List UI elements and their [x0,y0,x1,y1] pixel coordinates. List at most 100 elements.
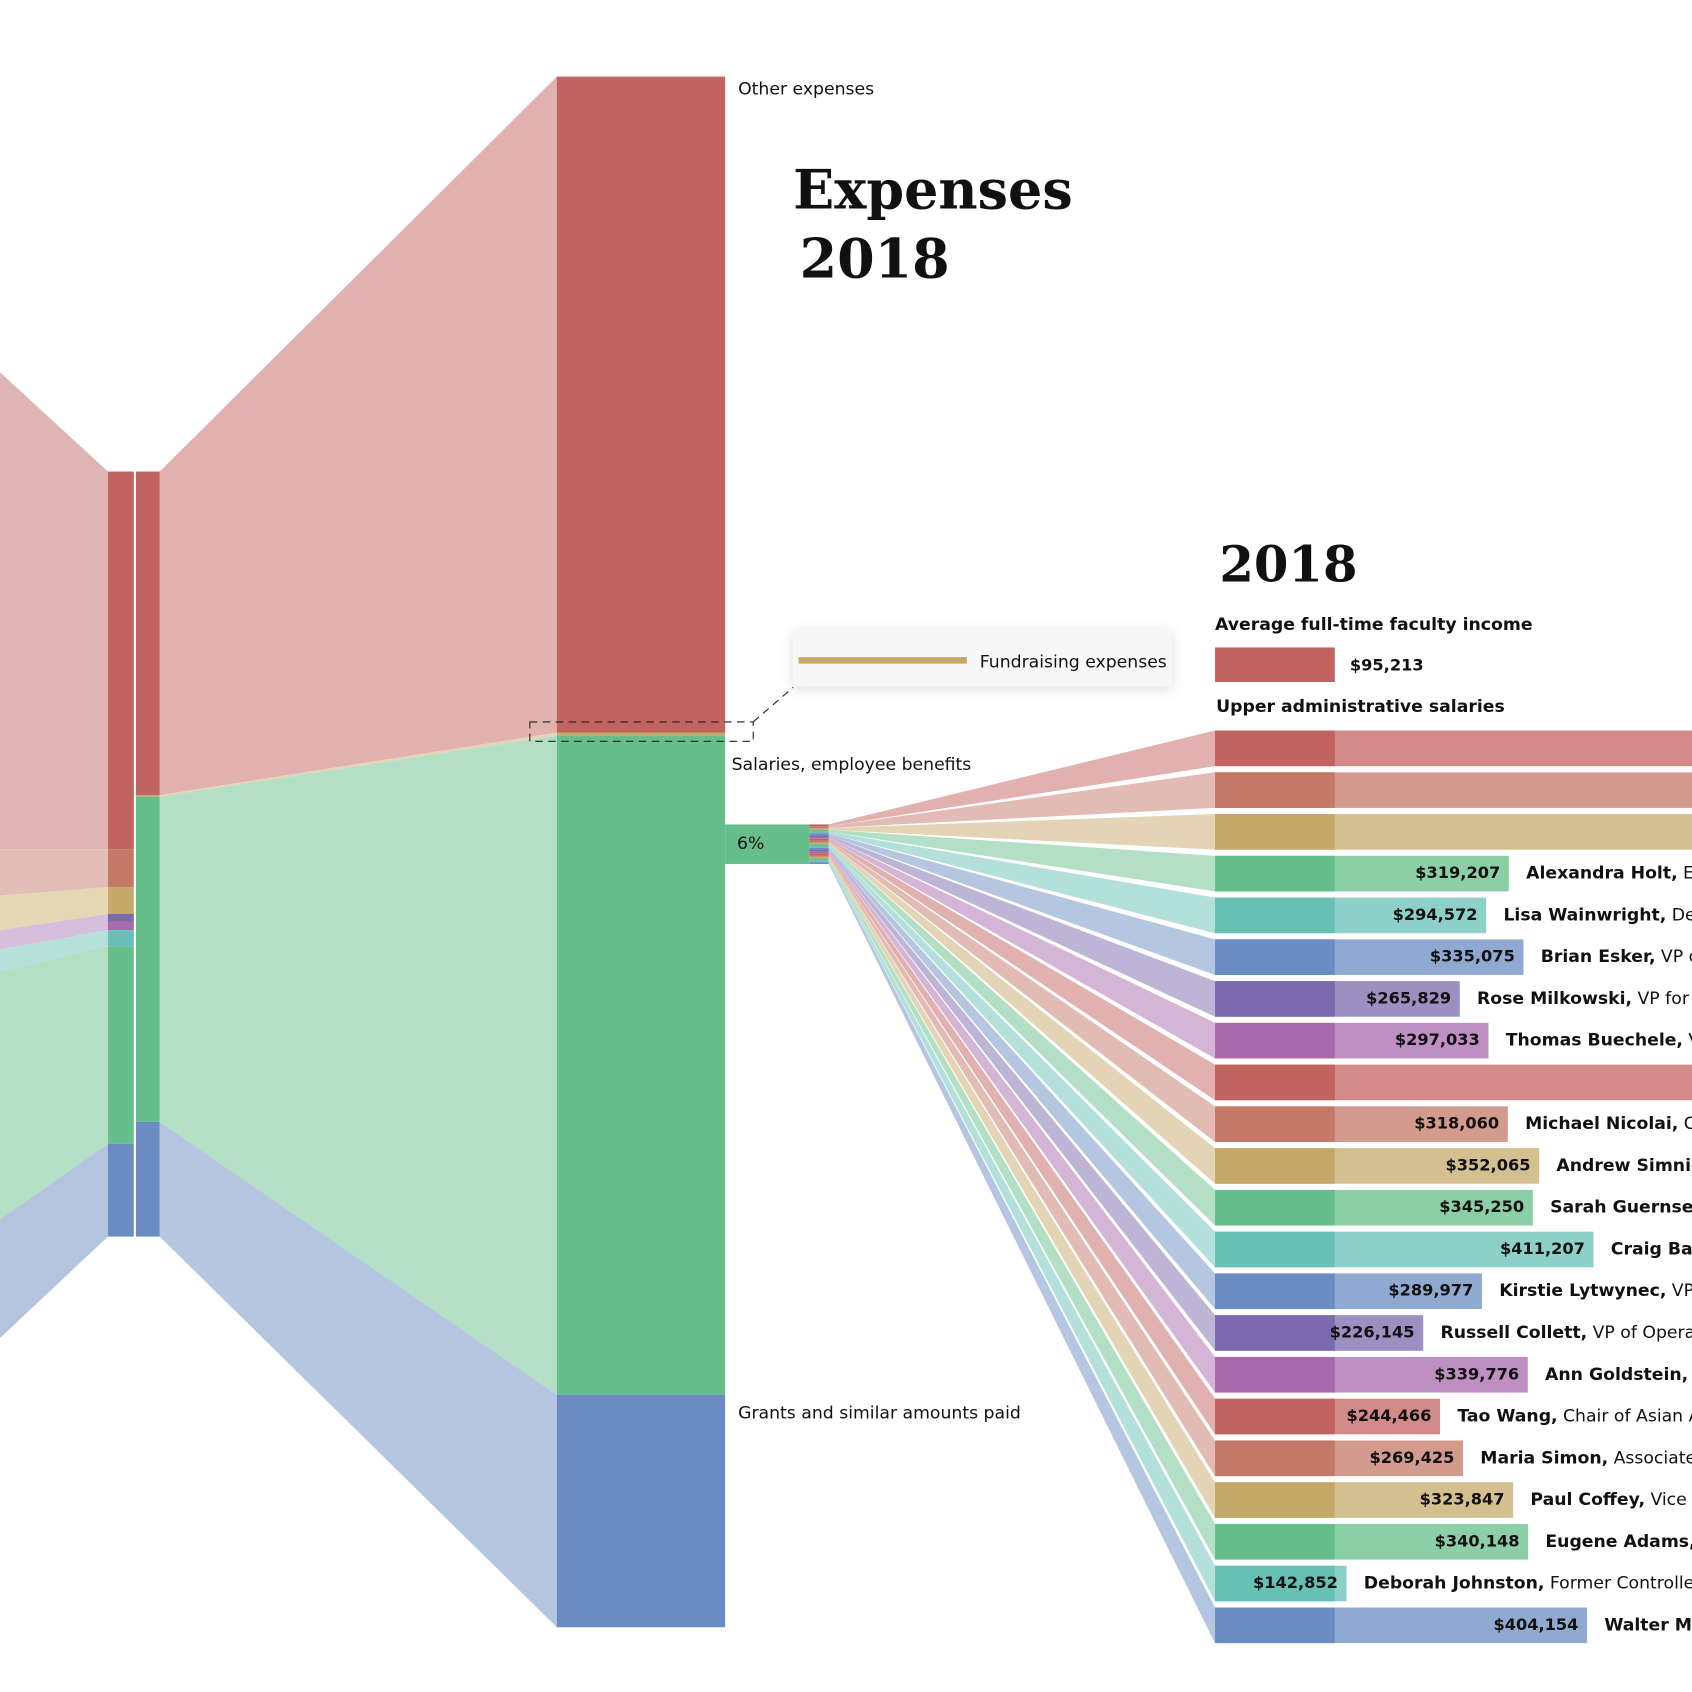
salary-bars [809,647,1692,1644]
name-label: Deborah Johnston, Former Controller [1364,1574,1692,1594]
role: Chair of Asian Art [1563,1407,1692,1427]
share-stripe [809,835,829,837]
faculty-overlay [1215,939,1335,975]
fan [828,860,1216,1602]
node-label: Other expenses [738,80,874,100]
share-stripe [809,831,829,834]
faculty-overlay [1215,1565,1335,1602]
value-label: $297,033 [1395,1030,1480,1049]
value-label: $269,425 [1369,1448,1454,1467]
value-label: $294,572 [1393,905,1478,924]
role: VP of F [1661,947,1692,967]
share-stripe [809,824,829,827]
faculty-overlay [1215,1148,1335,1184]
share-stripe [809,849,829,852]
value-label: $265,829 [1366,988,1451,1007]
name: Walter Ma [1604,1615,1692,1635]
name: Alexandra Holt, [1526,864,1678,884]
name: Andrew Simnick [1556,1156,1692,1176]
share-stripe [809,840,829,843]
role: EVP [1683,864,1692,884]
name: Ann Goldstein, [1545,1365,1688,1385]
share-stripe [809,851,829,854]
name: Craig Bart [1611,1239,1692,1259]
chart-subtitle: 2018 [800,226,950,290]
source-segment [135,1121,160,1237]
value-label: $244,466 [1347,1406,1432,1425]
faculty-overlay [1215,1022,1335,1059]
faculty-overlay [1215,1273,1335,1310]
fan [828,829,1216,892]
flow [159,1121,557,1628]
source-segment [135,471,160,796]
share-stripe [809,854,829,857]
name: Rose Milkowski, [1477,989,1632,1009]
share-stripe [809,862,829,864]
name-label: Brian Esker,VP of F [1541,947,1692,967]
value-label: $319,207 [1415,863,1500,882]
share-stripe [809,836,829,839]
faculty-overlay [1215,814,1335,850]
name-label: Ann Goldstein,D [1545,1365,1692,1385]
node [556,1394,726,1628]
share-stripe [809,842,829,845]
faculty-overlay [1215,1482,1335,1518]
faculty-overlay [1215,981,1335,1017]
fan [828,856,1216,1518]
value-label: $340,148 [1435,1531,1520,1550]
role: VP of Operatio [1593,1323,1692,1343]
name: Deborah Johnston, [1364,1574,1545,1594]
name: Kirstie Lytwynec, [1499,1281,1666,1301]
admin-share [725,824,810,864]
name-label: Sarah Guernsey, [1550,1198,1692,1218]
value-label: $404,154 [1493,1615,1578,1634]
fan [828,849,1216,1351]
name-label: Rose Milkowski, VP for Enr [1477,989,1692,1009]
name: Michael Nicolai, [1525,1114,1678,1134]
admin-share-label: 6% [737,834,764,854]
left-flows [0,372,134,1339]
name-label: Paul Coffey,Vice Pr [1530,1490,1692,1510]
chart-title: Expenses [793,157,1073,221]
node [556,732,726,736]
value-label: $335,075 [1430,947,1515,966]
fan [828,833,1216,975]
share-stripe [809,847,829,850]
name-label: Russell Collett, VP of Operatio [1440,1323,1692,1343]
role: VP [1688,1031,1692,1051]
name-label: Andrew Simnick [1556,1156,1692,1176]
value-label: $289,977 [1388,1281,1473,1300]
name-label: Thomas Buechele,VP [1506,1031,1692,1051]
name-label: Eugene Adams,C [1545,1532,1692,1552]
node-label: Grants and similar amounts paid [738,1404,1021,1424]
flow [159,76,557,796]
fan [828,836,1216,1059]
faculty-overlay [1215,1607,1335,1644]
name-label: Craig Bart [1611,1239,1692,1259]
fan [828,862,1216,1644]
share-stripe [809,833,829,836]
name: Lisa Wainwright, [1503,905,1666,925]
share-stripe [809,845,829,848]
fan [828,851,1216,1393]
share-stripe [809,858,829,861]
share-stripe [809,844,829,846]
source-segment [135,795,160,797]
share-stripe [809,856,829,859]
chart-title: 2018 [1219,535,1357,594]
node-label: Salaries, employee benefits [732,755,972,775]
faculty-overlay [1215,1106,1335,1142]
node [556,735,726,1395]
faculty-title: Average full-time faculty income [1215,615,1533,635]
fan [828,840,1216,1142]
name: Paul Coffey, [1530,1490,1645,1510]
faculty-overlay [1215,855,1335,892]
flow [159,732,557,797]
value-label: $318,060 [1414,1114,1499,1133]
faculty-overlay [1215,1356,1335,1393]
fan [828,814,1216,850]
faculty-overlay [1215,1064,1335,1101]
faculty-overlay [1215,897,1335,934]
